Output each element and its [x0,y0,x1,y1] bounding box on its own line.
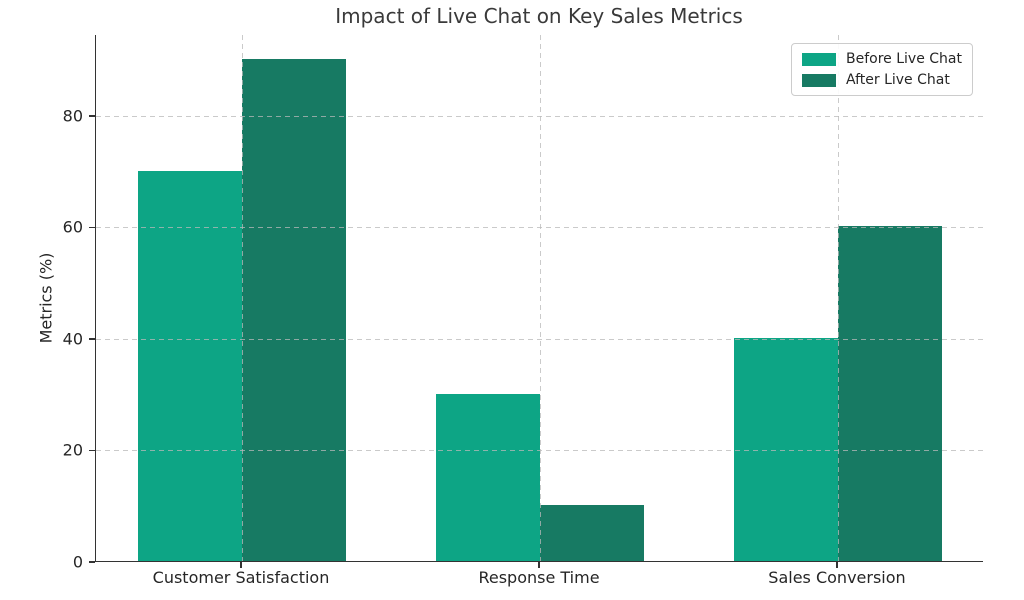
bar-before-0 [137,170,242,561]
bar-before-1 [435,393,540,561]
legend-swatch-icon [802,73,837,87]
x-tick-mark [240,562,242,568]
legend-label: Before Live Chat [846,51,962,67]
bar-after-2 [837,226,943,561]
gridline-h-40 [96,338,983,340]
bar-after-0 [242,59,347,561]
gridline-v-2 [837,35,839,561]
gridline-v-1 [540,35,541,561]
y-tick-mark [89,338,95,340]
x-tick-label-2: Sales Conversion [768,568,906,587]
legend-entry-0: Before Live Chat [802,51,962,67]
plot-area: Before Live Chat After Live Chat [95,35,983,562]
y-tick-label: 60 [62,217,83,237]
x-tick-label-1: Response Time [478,568,600,587]
gridline-h-20 [96,450,983,452]
y-tick-mark [89,226,95,229]
gridline-h-80 [96,115,983,117]
bar-before-2 [733,337,838,561]
legend-swatch-icon [802,52,837,66]
y-tick-label: 80 [62,106,83,126]
bar-after-1 [540,505,645,561]
gridline-h-60 [96,227,983,229]
x-tick-mark [836,562,838,568]
chart-title: Impact of Live Chat on Key Sales Metrics [335,4,743,28]
legend: Before Live Chat After Live Chat [791,43,973,96]
y-tick-mark [89,115,95,117]
x-tick-mark [538,562,540,568]
x-tick-label-0: Customer Satisfaction [152,568,330,587]
gridline-v-0 [242,35,243,561]
y-tick-mark [89,561,95,563]
y-tick-mark [89,449,95,452]
legend-label: After Live Chat [846,72,950,88]
y-tick-label: 40 [62,329,83,349]
legend-entry-1: After Live Chat [802,72,962,88]
y-tick-label: 20 [62,440,83,460]
y-tick-label: 0 [72,552,83,572]
